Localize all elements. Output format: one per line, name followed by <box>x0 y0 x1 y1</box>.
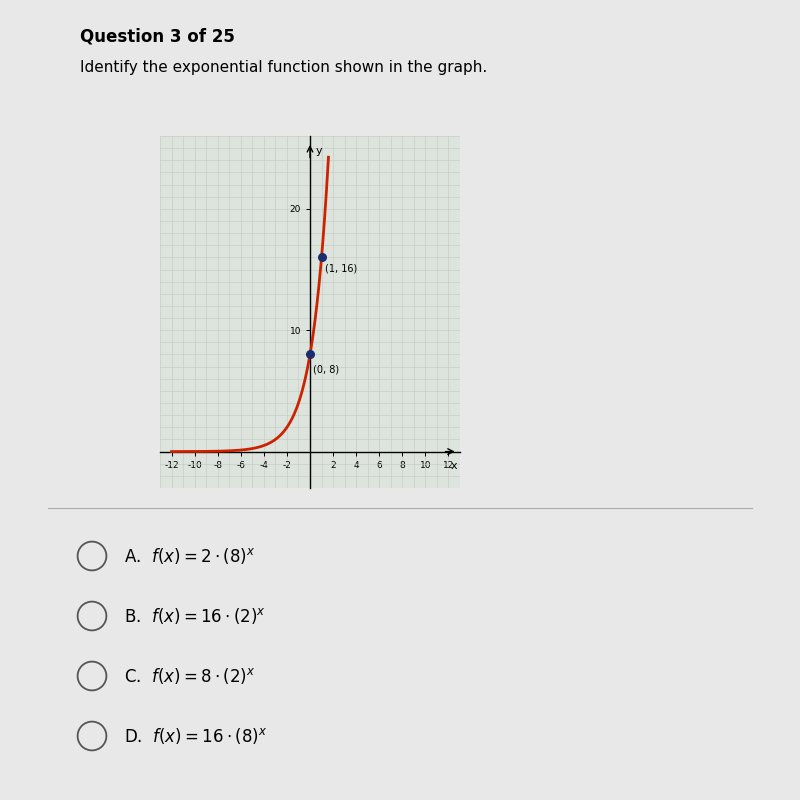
Text: y: y <box>316 146 322 156</box>
Text: Question 3 of 25: Question 3 of 25 <box>80 28 235 46</box>
Text: A.  $f(x) = 2 \cdot (8)^x$: A. $f(x) = 2 \cdot (8)^x$ <box>124 546 255 566</box>
Text: B.  $f(x) = 16 \cdot (2)^x$: B. $f(x) = 16 \cdot (2)^x$ <box>124 606 266 626</box>
Text: (0, 8): (0, 8) <box>314 364 339 374</box>
Text: (1, 16): (1, 16) <box>325 263 358 274</box>
Text: Identify the exponential function shown in the graph.: Identify the exponential function shown … <box>80 60 487 75</box>
Text: x: x <box>450 461 458 471</box>
Text: C.  $f(x) = 8 \cdot (2)^x$: C. $f(x) = 8 \cdot (2)^x$ <box>124 666 255 686</box>
Text: D.  $f(x) = 16 \cdot (8)^x$: D. $f(x) = 16 \cdot (8)^x$ <box>124 726 267 746</box>
